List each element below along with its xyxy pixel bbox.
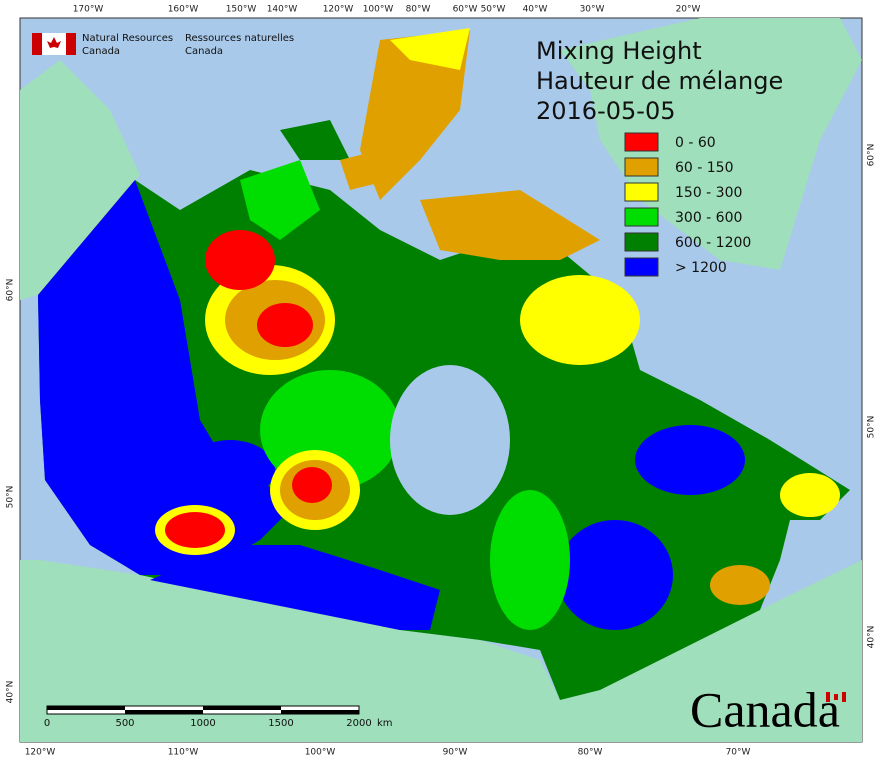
arctic-isles	[280, 120, 350, 160]
title: Hauteur de mélange	[536, 67, 783, 95]
west-high	[185, 440, 275, 500]
legend-swatch	[624, 207, 659, 227]
longitude-label: 110°W	[168, 748, 199, 758]
longitude-label: 140°W	[267, 5, 298, 15]
legend-swatch	[624, 232, 659, 252]
scale-segment	[203, 706, 281, 710]
longitude-label: 100°W	[363, 5, 394, 15]
longitude-label: 150°W	[226, 5, 257, 15]
dept-name: Canada	[82, 46, 120, 57]
arctic-isles	[340, 150, 390, 190]
scale-bar: 0 500 1000 1500 2000 km	[44, 705, 393, 729]
nrcan-signature: Natural Resources Canada Ressources natu…	[32, 33, 294, 57]
scale-label: 500	[115, 718, 134, 729]
longitude-label: 160°W	[168, 5, 199, 15]
flag-bar	[66, 33, 76, 55]
sk-red	[292, 467, 332, 503]
ellesmere-north	[390, 28, 470, 70]
arctic-isles	[240, 160, 320, 240]
longitude-label: 60°W	[453, 5, 478, 15]
labrador-high	[635, 425, 745, 495]
legend-label: 60 - 150	[675, 160, 734, 176]
latitude-label: 60°N	[6, 279, 16, 302]
dept-name: Ressources naturelles	[185, 33, 294, 44]
legend-swatch	[624, 132, 659, 152]
ellesmere	[360, 30, 470, 200]
latitude-label: 40°N	[6, 681, 16, 704]
land-outside	[20, 18, 862, 742]
hudson-bay	[390, 365, 510, 515]
legend-label: 150 - 300	[675, 185, 742, 201]
legend-label: 300 - 600	[675, 210, 742, 226]
longitude-label: 120°W	[25, 748, 56, 758]
flag-bar	[826, 692, 830, 702]
wordmark: Canada	[690, 681, 840, 737]
longitude-label: 80°W	[578, 748, 603, 758]
alaska	[20, 60, 140, 300]
maritime-orange	[710, 565, 770, 605]
latitude-label: 60°N	[867, 144, 877, 167]
legend-label: 0 - 60	[675, 135, 716, 151]
ontario-green	[490, 490, 570, 630]
nw-red	[205, 230, 275, 290]
quebec-high	[557, 520, 673, 630]
legend-swatch	[624, 157, 659, 177]
latitude-label: 40°N	[867, 626, 877, 649]
scale-unit: km	[377, 718, 393, 729]
longitude-label: 170°W	[73, 5, 104, 15]
scale-label: 2000	[346, 718, 371, 729]
dept-name: Natural Resources	[82, 33, 173, 44]
canada-wordmark: Canada	[690, 681, 846, 737]
legend-swatch	[624, 182, 659, 202]
title: 2016-05-05	[536, 97, 675, 125]
nfld-yellow	[780, 473, 840, 517]
scale-segment	[125, 710, 203, 714]
legend-label: > 1200	[675, 260, 727, 276]
maple-leaf	[834, 694, 838, 700]
flag-bar	[842, 692, 846, 702]
legend-label: 600 - 1200	[675, 235, 751, 251]
longitude-label: 50°W	[481, 5, 506, 15]
longitude-label: 80°W	[406, 5, 431, 15]
united-states	[20, 560, 862, 742]
canada-mixing-height	[38, 28, 850, 700]
scale-segment	[281, 710, 359, 714]
greenland	[560, 18, 862, 270]
ab-red	[165, 512, 225, 548]
legend-swatch	[624, 257, 659, 277]
scale-label: 1500	[268, 718, 293, 729]
nw-red	[257, 303, 313, 347]
longitude-label: 100°W	[305, 748, 336, 758]
longitude-label: 70°W	[726, 748, 751, 758]
scale-segment	[47, 706, 125, 710]
north-yellow	[520, 275, 640, 365]
baffin	[420, 190, 600, 260]
dept-name: Canada	[185, 46, 223, 57]
longitude-label: 20°W	[676, 5, 701, 15]
scale-label: 1000	[190, 718, 215, 729]
scale-label: 0	[44, 718, 50, 729]
longitude-label: 90°W	[443, 748, 468, 758]
title: Mixing Height	[536, 37, 702, 65]
prairie-high	[150, 545, 440, 630]
latitude-label: 50°N	[6, 486, 16, 509]
maple-leaf	[47, 37, 61, 48]
graticule-labels: 170°W 160°W 150°W 140°W 120°W 100°W 80°W 60°W 50…	[6, 5, 877, 758]
legend: 0 - 60 60 - 150 150 - 300 300 - 600 600 - 12…	[624, 132, 751, 277]
latitude-label: 50°N	[867, 416, 877, 439]
longitude-label: 30°W	[580, 5, 605, 15]
flag-bar	[32, 33, 42, 55]
longitude-label: 120°W	[323, 5, 354, 15]
longitude-label: 40°W	[523, 5, 548, 15]
